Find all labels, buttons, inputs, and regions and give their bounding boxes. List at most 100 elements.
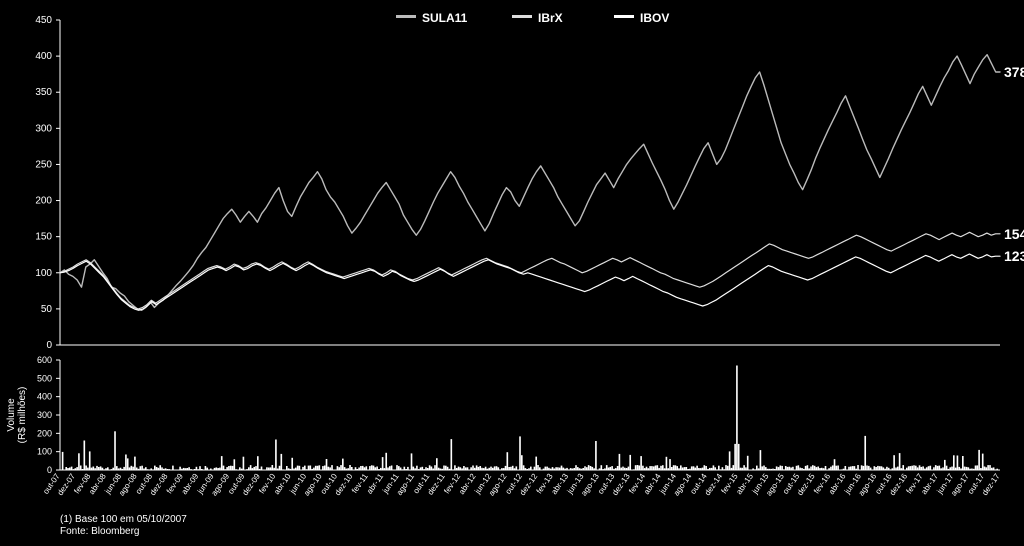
volume-bar — [413, 467, 415, 470]
volume-bar — [514, 468, 516, 470]
volume-bar — [112, 468, 114, 470]
volume-bar — [801, 468, 803, 470]
volume-bar — [930, 466, 932, 470]
volume-bar — [340, 465, 342, 470]
volume-bar — [384, 468, 386, 470]
volume-bar — [911, 466, 913, 470]
volume-bar — [939, 466, 941, 470]
volume-bar — [369, 466, 371, 470]
volume-bar — [573, 468, 575, 470]
volume-bar — [629, 455, 631, 470]
volume-bar — [89, 451, 91, 470]
y-tick-label: 150 — [35, 232, 52, 243]
volume-bar — [789, 467, 791, 470]
series-end-label: 154 — [1004, 226, 1024, 242]
volume-bar — [987, 465, 989, 470]
volume-bar — [620, 468, 622, 470]
volume-bar — [966, 467, 968, 470]
volume-bar — [197, 469, 199, 470]
volume-bar — [338, 467, 340, 470]
volume-bar — [320, 470, 322, 471]
volume-bar — [986, 467, 988, 470]
volume-bar — [125, 455, 127, 471]
volume-bar — [765, 467, 767, 470]
volume-bar — [559, 468, 561, 470]
volume-bar — [118, 468, 120, 470]
volume-bar — [772, 469, 774, 470]
volume-bar — [998, 470, 1000, 471]
volume-bar — [422, 467, 424, 470]
volume-bar — [595, 441, 597, 470]
volume-bar — [937, 466, 939, 470]
volume-bar — [120, 468, 122, 470]
volume-bar — [525, 468, 527, 470]
volume-bar — [282, 469, 284, 470]
volume-bar — [190, 469, 192, 470]
volume-bar — [546, 467, 548, 470]
volume-bar — [693, 466, 695, 470]
volume-bar — [875, 467, 877, 470]
volume-bar — [322, 466, 324, 470]
volume-bar — [635, 465, 637, 470]
volume-bar — [67, 468, 69, 470]
y-tick-label: 0 — [46, 340, 52, 351]
volume-bar — [252, 468, 254, 470]
volume-bar — [841, 469, 843, 470]
volume-bar — [848, 467, 850, 470]
legend-swatch — [396, 15, 416, 18]
volume-bar — [928, 466, 930, 470]
volume-bar — [684, 467, 686, 470]
volume-bar — [843, 469, 845, 470]
volume-bar — [676, 466, 678, 470]
volume-bar — [648, 468, 650, 470]
volume-bar — [302, 467, 304, 470]
volume-bar — [210, 469, 212, 471]
volume-bar — [82, 469, 84, 470]
volume-bar — [682, 468, 684, 471]
volume-bar — [122, 469, 124, 470]
volume-bar — [225, 469, 227, 470]
volume-bar — [944, 460, 946, 470]
volume-bar — [478, 467, 480, 470]
volume-bar — [968, 467, 970, 470]
volume-bar — [610, 467, 612, 470]
volume-bar — [774, 469, 776, 470]
volume-bar — [199, 466, 201, 470]
volume-bar — [103, 469, 105, 470]
volume-bar — [830, 467, 832, 470]
volume-bar — [272, 465, 274, 470]
volume-bar — [608, 468, 610, 471]
volume-bar — [179, 467, 181, 470]
volume-bar — [483, 468, 485, 470]
volume-bar — [588, 465, 590, 470]
volume-bar — [375, 467, 377, 470]
volume-bar — [884, 469, 886, 470]
y-tick-label: 100 — [35, 268, 52, 279]
volume-bar — [360, 466, 362, 470]
volume-bar — [890, 469, 892, 470]
volume-bar — [185, 468, 187, 470]
volume-bar — [691, 466, 693, 470]
legend-label: SULA11 — [422, 11, 468, 25]
volume-bar — [134, 457, 136, 470]
volume-bar — [680, 465, 682, 470]
volume-bar — [977, 465, 979, 470]
volume-bar — [261, 467, 263, 471]
volume-bar — [187, 468, 189, 470]
volume-bar — [400, 468, 402, 471]
volume-bar — [568, 469, 570, 470]
volume-bar — [770, 469, 772, 470]
volume-bar — [996, 469, 998, 470]
volume-bar — [570, 468, 572, 470]
volume-bar — [319, 465, 321, 470]
volume-bar — [526, 469, 528, 470]
volume-bar — [217, 468, 219, 470]
volume-bar — [649, 466, 651, 470]
volume-bar — [785, 466, 787, 470]
volume-bar — [817, 467, 819, 471]
volume-bar — [163, 469, 165, 470]
volume-bar — [398, 466, 400, 470]
volume-bar — [212, 470, 214, 471]
volume-bar — [235, 469, 237, 470]
volume-bar — [194, 469, 196, 470]
